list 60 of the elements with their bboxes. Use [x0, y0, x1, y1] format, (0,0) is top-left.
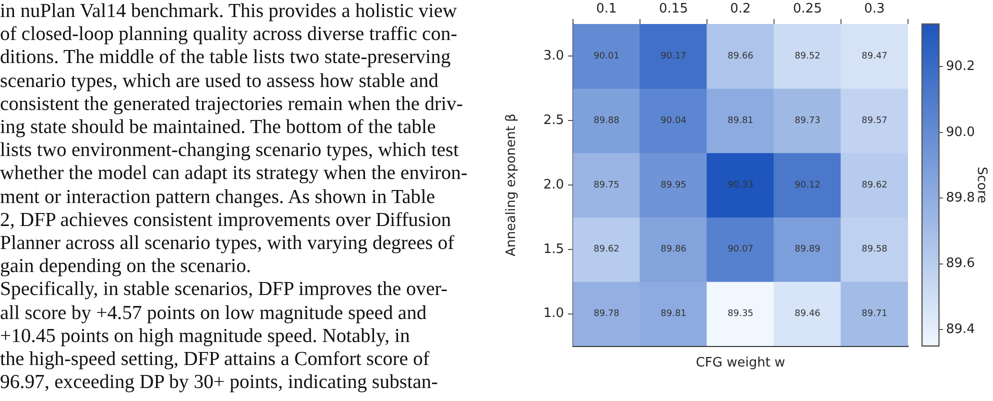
- data-label: 89.47: [862, 52, 888, 62]
- color-bar-label: 90.0: [946, 124, 975, 140]
- text: Specifically, in stable scenarios, DFP improves the over-: [0, 278, 449, 302]
- data-label: 89.78: [594, 309, 620, 320]
- y-tick-label: 1.5: [543, 242, 564, 257]
- text: ditions. The middle of the table lists two state-preserving: [0, 46, 452, 70]
- data-label: 89.35: [728, 309, 754, 320]
- text: whether the model can adapt its strategy when the environ-: [0, 162, 468, 186]
- data-label: 89.52: [794, 52, 820, 62]
- color-bar-label: 89.4: [946, 322, 975, 337]
- y-axis-title: Annealing exponent β: [504, 114, 520, 256]
- data-label: 89.95: [660, 180, 686, 190]
- data-label: 89.66: [728, 52, 754, 62]
- data-label: 89.81: [728, 116, 754, 126]
- text: the high-speed setting, DFP attains a Comfort score of: [0, 348, 430, 372]
- data-label: 90.17: [660, 52, 686, 62]
- data-label: 89.57: [862, 116, 888, 126]
- y-tick-label: 2.5: [543, 112, 564, 128]
- data-label: 90.07: [728, 244, 754, 255]
- text: 96.97, exceeding DP by 30+ points, indicating substan-: [0, 371, 439, 394]
- color-bar-title: Score: [974, 166, 989, 204]
- color-bar-label: 89.8: [946, 190, 975, 206]
- data-label: 89.62: [594, 244, 620, 255]
- text: lists two environment-changing scenario types, which test: [0, 139, 460, 162]
- data-label: 89.75: [594, 180, 620, 190]
- data-label: 89.46: [794, 309, 821, 320]
- text: ment or interaction pattern changes. As shown in Table: [0, 186, 436, 209]
- text: in nuPlan Val14 benchmark. This provides a holistic view: [0, 0, 458, 24]
- text: ing state should be maintained. The bottom of the table: [0, 116, 437, 140]
- text: +10.45 points on high magnitude speed. Notably, in: [0, 324, 411, 348]
- x-tick-label: 0.1: [596, 2, 617, 17]
- x-tick-label: 0.3: [864, 2, 885, 17]
- data-label: 90.12: [794, 180, 820, 190]
- data-label: 89.88: [594, 116, 620, 126]
- x-axis-title: CFG weight w: [696, 356, 786, 371]
- data-label: 89.89: [794, 244, 821, 255]
- text: all score by +4.57 points on low magnitude speed and: [0, 302, 428, 325]
- data-label: 89.58: [862, 244, 888, 255]
- color-bar-label: 89.6: [946, 256, 975, 272]
- data-label: 89.73: [794, 116, 820, 126]
- data-label: 90.01: [594, 52, 620, 62]
- x-tick-label: 0.2: [730, 2, 751, 17]
- color-bar-label: 90.2: [946, 59, 975, 74]
- text: 2, DFP achieves consistent improvements over Diffusion: [0, 208, 452, 232]
- x-tick-label: 0.15: [659, 2, 688, 17]
- text: gain depending on the scenario.: [0, 255, 252, 278]
- text: of closed-loop planning quality across diverse traffic con-: [0, 23, 458, 46]
- y-tick-label: 3.0: [543, 48, 564, 64]
- data-label: 89.62: [862, 180, 888, 190]
- data-label: 89.86: [660, 244, 687, 255]
- data-label: 90.33: [728, 180, 754, 190]
- text: scenario types, which are used to assess how stable and: [0, 70, 440, 93]
- data-label: 90.04: [660, 116, 687, 126]
- x-tick-label: 0.25: [793, 2, 822, 17]
- y-tick-label: 1.0: [543, 306, 564, 322]
- data-label: 89.81: [660, 309, 686, 320]
- text: consistent the generated trajectories remain when the driv-: [0, 92, 464, 116]
- text: Planner across all scenario types, with varying degrees of: [0, 232, 456, 256]
- data-label: 89.71: [862, 309, 888, 320]
- y-tick-label: 2.0: [543, 177, 564, 192]
